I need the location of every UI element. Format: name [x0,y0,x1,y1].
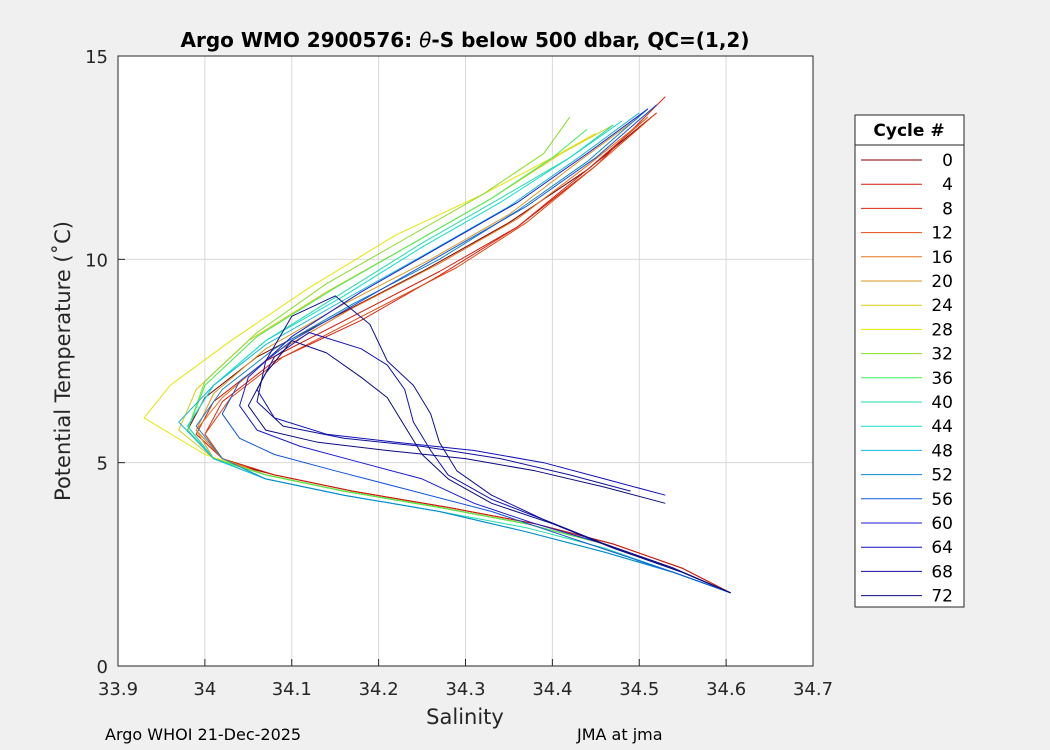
series-line-cycle-60 [239,108,731,594]
legend-label-72: 72 [931,587,953,607]
legend-label-24: 24 [931,296,953,316]
legend-label-68: 68 [931,562,953,582]
footer-right: JMA at jma [576,725,663,744]
x-axis-label: Salinity [426,705,504,729]
x-tick-label: 34.2 [359,679,399,700]
x-tick-label: 34.5 [619,679,659,700]
x-tick-label: 34.4 [532,679,572,700]
y-tick-label: 5 [97,454,108,475]
legend-label-8: 8 [942,199,953,219]
series-line-cycle-52 [195,108,731,594]
x-tick-label: 33.9 [98,679,138,700]
x-tick-label: 34.1 [272,679,312,700]
series-line-cycle-72 [247,340,731,594]
x-tick-label: 34 [193,679,216,700]
legend-label-20: 20 [931,272,953,292]
series-line-cycle-68 [256,295,731,594]
y-tick-labels: 0 5 10 15 [85,47,108,678]
x-tick-label: 34.6 [706,679,746,700]
legend-label-4: 4 [942,175,953,195]
legend-label-0: 0 [942,151,953,171]
series-line-cycle-64 [256,332,731,594]
y-axis-label: Potential Temperature (˚C) [51,221,75,501]
series-line-cycle-4 [195,96,731,594]
legend-label-28: 28 [931,320,953,340]
series-line-cycle-56 [221,104,731,594]
y-tick-label: 0 [97,657,108,678]
footer-left: Argo WHOI 21-Dec-2025 [105,725,301,744]
plot-frame [117,55,814,667]
y-tick-label: 15 [85,47,108,68]
legend-label-52: 52 [931,466,953,486]
theta-symbol: θ [419,28,431,52]
legend-label-32: 32 [931,345,953,365]
y-tick-label: 10 [85,250,108,271]
data-series [143,96,731,594]
legend-label-40: 40 [931,393,953,413]
legend-label-56: 56 [931,490,953,510]
legend: Cycle # 04812162024283236404448525660646… [854,114,965,608]
legend-label-36: 36 [931,369,953,389]
legend-title: Cycle # [873,121,944,141]
x-tick-labels: 33.9 34 34.1 34.2 34.3 34.4 34.5 34.6 34.7 [98,679,833,700]
x-tick-label: 34.3 [445,679,485,700]
legend-label-16: 16 [931,248,953,268]
legend-label-64: 64 [931,538,953,558]
legend-box [854,114,965,608]
legend-label-12: 12 [931,224,953,244]
legend-label-60: 60 [931,514,953,534]
x-tick-label: 34.7 [793,679,833,700]
legend-label-48: 48 [931,441,953,461]
chart-title: Argo WMO 2900576: θ-S below 500 dbar, QC… [181,28,750,52]
legend-label-44: 44 [931,417,953,437]
